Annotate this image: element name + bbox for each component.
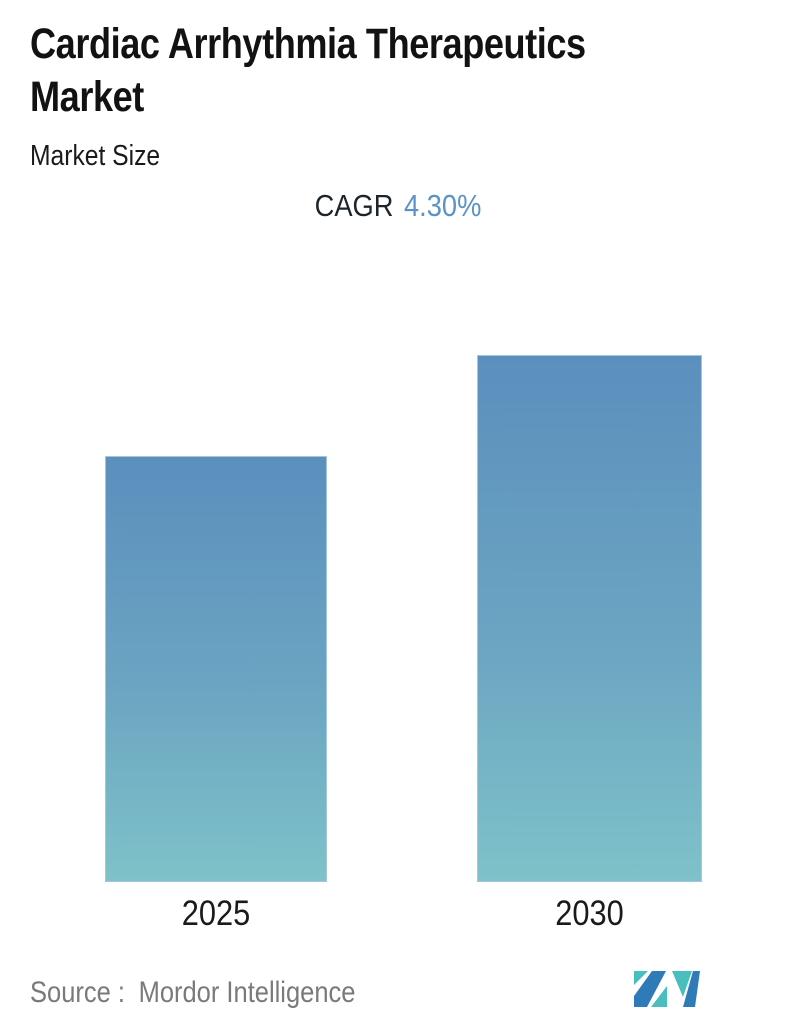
cagr-annotation: CAGR 4.30%	[48, 188, 748, 224]
source-attribution: Source : Mordor Intelligence	[30, 976, 355, 1010]
x-axis-label-2025: 2025	[181, 894, 251, 933]
bar-2030	[477, 355, 702, 882]
mordor-intelligence-logo	[634, 971, 700, 1007]
cagr-value: 4.30%	[404, 188, 482, 223]
page-title: Cardiac Arrhythmia Therapeutics Market	[30, 20, 586, 121]
cagr-label: CAGR	[314, 188, 394, 223]
source-name: Mordor Intelligence	[138, 976, 356, 1009]
source-prefix: Source :	[30, 976, 125, 1009]
bar-2025	[105, 456, 327, 882]
chart-subtitle: Market Size	[30, 140, 161, 172]
x-axis-label-2030: 2030	[555, 894, 624, 933]
